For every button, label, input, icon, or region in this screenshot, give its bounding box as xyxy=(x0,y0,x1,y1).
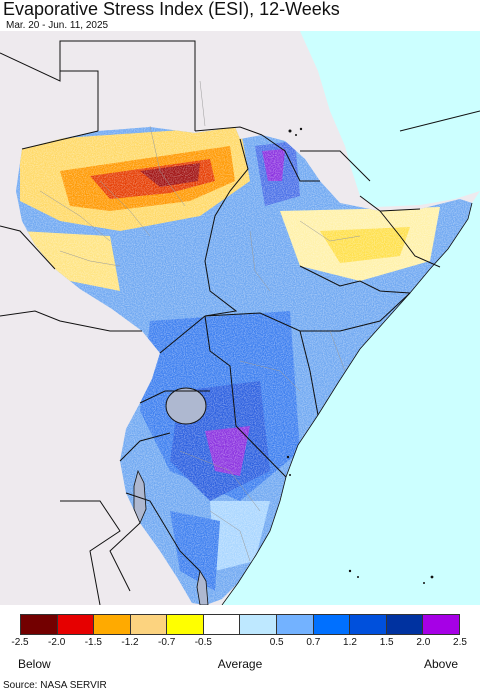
map-title: Evaporative Stress Index (ESI), 12-Weeks xyxy=(3,0,340,19)
source-credit: Source: NASA SERVIR xyxy=(3,680,107,691)
legend-tick-label: 0.5 xyxy=(269,637,284,648)
legend-tick-labels: -2.5 -2.0 -1.5 -1.2 -0.7 -0.5 0.5 0.7 1.2 1.5 2.0 2… xyxy=(11,637,467,651)
legend-tick-label: -2.5 xyxy=(11,637,29,648)
legend-swatch xyxy=(277,615,314,634)
legend-swatch xyxy=(350,615,387,634)
legend-swatch xyxy=(423,615,459,634)
legend-tick-label: -2.0 xyxy=(48,637,66,648)
legend-tick-label: 1.2 xyxy=(343,637,357,648)
legend-tick-label: 2.0 xyxy=(416,637,431,648)
map-date-range: Mar. 20 - Jun. 11, 2025 xyxy=(6,20,109,31)
islands xyxy=(286,127,434,584)
indian-ocean xyxy=(222,191,480,605)
legend-swatch xyxy=(57,615,95,634)
legend-average-label: Average xyxy=(217,657,263,671)
legend-colorbar xyxy=(20,614,460,635)
legend-tick-label: -1.5 xyxy=(84,637,102,648)
legend-tick-label: -0.5 xyxy=(194,637,212,648)
legend-tick-label: 2.5 xyxy=(453,637,467,648)
legend-swatch xyxy=(130,615,168,634)
legend-swatch xyxy=(203,615,241,634)
lake-victoria xyxy=(165,387,207,425)
legend-above-label: Above xyxy=(423,657,458,671)
admin-boundaries xyxy=(39,80,361,562)
map-canvas xyxy=(0,31,480,605)
legend-swatch xyxy=(21,615,58,634)
legend-tick-label: 0.7 xyxy=(306,637,321,648)
legend-swatch xyxy=(313,615,351,634)
coastline xyxy=(221,202,473,605)
legend-tick-label: -0.7 xyxy=(158,637,176,648)
legend-tick-label: -1.2 xyxy=(121,637,139,648)
legend-tick-label: 1.5 xyxy=(379,637,394,648)
country-borders xyxy=(0,40,480,605)
legend-swatch xyxy=(167,615,204,634)
esi-map xyxy=(0,31,480,605)
legend-below-label: Below xyxy=(18,657,51,671)
lake-malawi xyxy=(196,569,209,605)
legend-swatch xyxy=(94,615,131,634)
legend: -2.5 -2.0 -1.5 -1.2 -0.7 -0.5 0.5 0.7 1.2 1.5 2.0 2… xyxy=(0,612,480,672)
legend-swatch xyxy=(386,615,424,634)
legend-swatch xyxy=(240,615,278,634)
red-sea xyxy=(250,31,480,207)
